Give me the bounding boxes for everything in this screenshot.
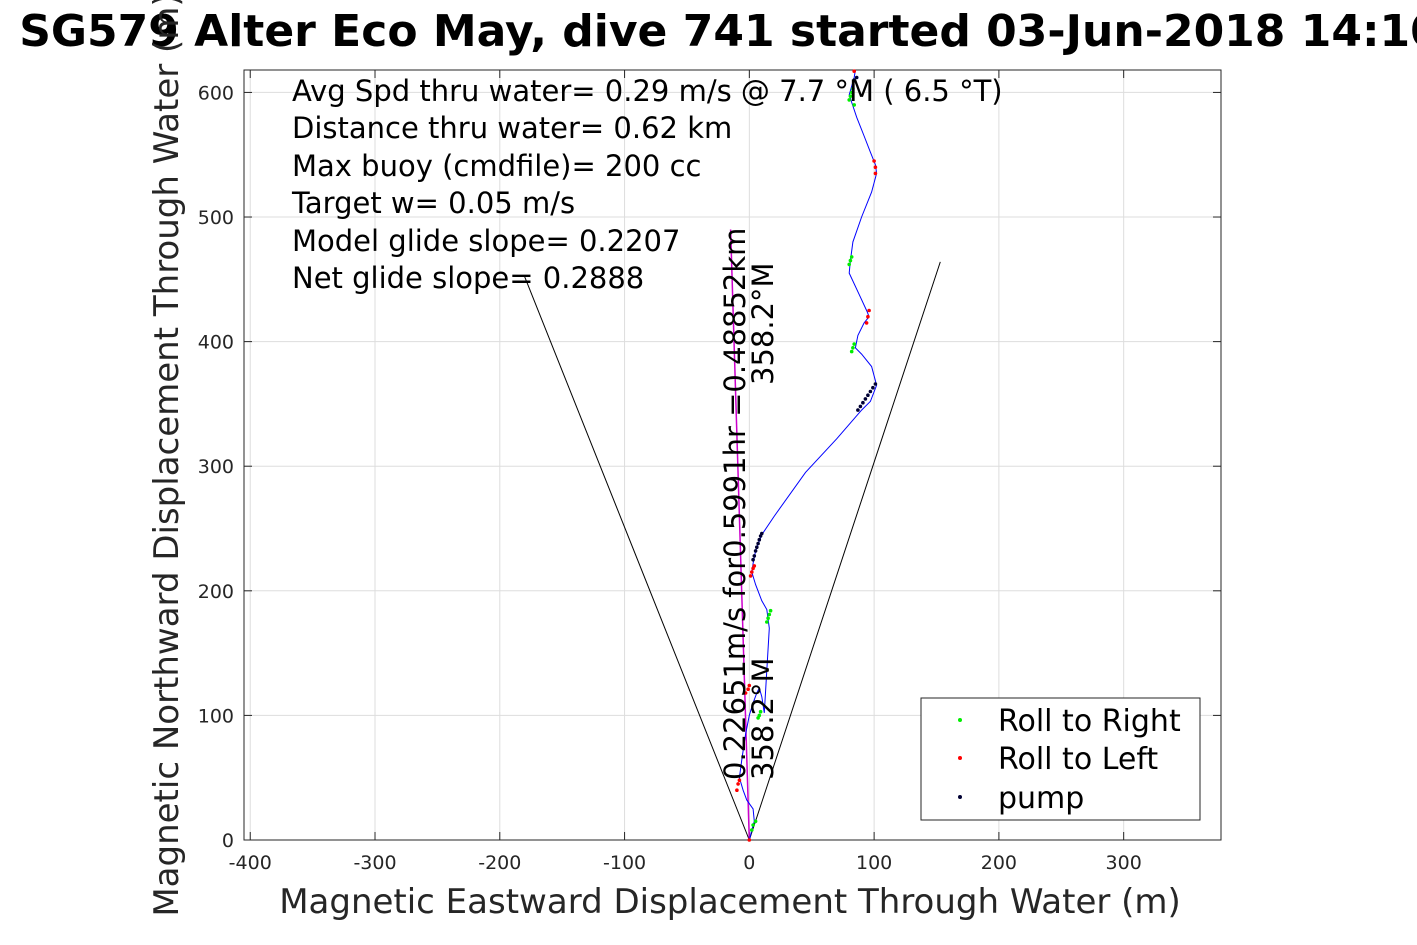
x-tick-label: -200 bbox=[478, 852, 521, 874]
roll-right-point bbox=[848, 94, 853, 98]
y-tick-label: 600 bbox=[198, 82, 234, 104]
roll-right-point bbox=[757, 713, 762, 718]
roll-left-point bbox=[747, 683, 752, 688]
roll-left-point bbox=[748, 574, 753, 578]
pump-point bbox=[751, 557, 755, 562]
legend-label-roll-right: Roll to Right bbox=[998, 704, 1181, 739]
roll-left-point bbox=[873, 171, 878, 176]
heading-annotation-speed: 0.22651m/s for0.5991hr =0.48852km bbox=[718, 228, 752, 780]
roll-left-point bbox=[736, 782, 740, 786]
legend-marker-pump bbox=[958, 795, 962, 799]
roll-left-point bbox=[746, 687, 750, 691]
pump-point bbox=[861, 400, 865, 405]
roll-right-point bbox=[849, 255, 854, 259]
roll-right-point bbox=[851, 86, 855, 91]
roll-left-point bbox=[737, 778, 742, 782]
roll-left-point bbox=[735, 788, 739, 792]
pump-point bbox=[866, 393, 870, 398]
axis-ticks: -400 -300 -200 -100 0 100 200 300 0 100 200 300 400 5… bbox=[198, 70, 1221, 874]
stat-target-w: Target w= 0.05 m/s bbox=[291, 186, 575, 220]
pump-point bbox=[873, 382, 878, 386]
roll-right-point bbox=[758, 709, 763, 714]
pump-point bbox=[756, 541, 760, 546]
roll-right-point bbox=[768, 608, 773, 613]
glide-cone-line bbox=[748, 261, 941, 841]
roll-right-point bbox=[849, 90, 854, 95]
roll-right-point bbox=[750, 828, 754, 832]
x-tick-label: 100 bbox=[856, 852, 892, 874]
heading-annotation-lower: 358.2°M bbox=[746, 657, 780, 780]
x-tick-label: -100 bbox=[603, 852, 646, 874]
roll-left-point bbox=[866, 314, 870, 319]
roll-right-point bbox=[767, 612, 772, 617]
legend-marker-roll-right bbox=[958, 718, 962, 722]
roll-left-point bbox=[872, 159, 876, 163]
legend-label-pump: pump bbox=[998, 781, 1084, 816]
pump-point bbox=[753, 549, 758, 553]
roll-right-point bbox=[847, 98, 851, 102]
pump-point bbox=[760, 531, 764, 536]
dive-stats: Avg Spd thru water= 0.29 m/s @ 7.7 °M ( … bbox=[291, 74, 1003, 295]
roll-left-point bbox=[852, 69, 856, 73]
roll-left-point bbox=[750, 570, 754, 574]
roll-right-point bbox=[852, 103, 856, 107]
pump-point bbox=[858, 404, 863, 409]
roll-right-point bbox=[765, 620, 769, 624]
roll-right-point bbox=[753, 819, 758, 824]
y-tick-label: 300 bbox=[198, 456, 234, 478]
roll-right-point bbox=[849, 349, 854, 354]
roll-left-point bbox=[867, 308, 871, 313]
pump-point bbox=[852, 78, 856, 82]
pump-point bbox=[755, 545, 759, 549]
y-axis-label: Magnetic Northward Displacement Through … bbox=[147, 0, 187, 917]
chart-title: SG579 Alter Eco May, dive 741 started 03… bbox=[19, 6, 1417, 57]
plot-area bbox=[243, 69, 1222, 841]
roll-left-point bbox=[864, 321, 869, 325]
x-tick-label: -300 bbox=[353, 852, 396, 874]
x-tick-label: 200 bbox=[981, 852, 1017, 874]
legend: Roll to Right Roll to Left pump bbox=[920, 697, 1201, 821]
track-line bbox=[738, 69, 878, 841]
x-tick-label: 0 bbox=[743, 852, 755, 874]
roll-left-point bbox=[747, 838, 752, 842]
roll-right-point bbox=[751, 823, 755, 827]
glide-cone-line bbox=[524, 276, 750, 841]
pump-point bbox=[863, 397, 868, 401]
roll-right-point bbox=[852, 342, 856, 346]
stat-net-glide-slope: Net glide slope= 0.2888 bbox=[292, 261, 644, 295]
y-tick-label: 500 bbox=[198, 207, 234, 229]
grid bbox=[244, 70, 1221, 841]
roll-left-point bbox=[752, 564, 757, 568]
legend-marker-roll-left bbox=[958, 756, 962, 760]
pump-point bbox=[871, 385, 875, 390]
roll-right-point bbox=[766, 616, 770, 620]
x-axis-label: Magnetic Eastward Displacement Through W… bbox=[279, 882, 1181, 922]
roll-left-point bbox=[743, 691, 748, 695]
roll-right-point bbox=[847, 262, 851, 267]
pump-point bbox=[868, 389, 873, 394]
pump-point bbox=[856, 408, 860, 412]
x-tick-label: -400 bbox=[229, 852, 272, 874]
y-tick-label: 400 bbox=[198, 332, 234, 354]
heading-line bbox=[729, 229, 751, 841]
stat-distance: Distance thru water= 0.62 km bbox=[292, 111, 732, 145]
y-tick-label: 200 bbox=[198, 581, 234, 603]
pump-point bbox=[854, 75, 859, 80]
legend-label-roll-left: Roll to Left bbox=[998, 742, 1158, 777]
roll-right-point bbox=[851, 346, 855, 350]
pump-point bbox=[752, 554, 757, 558]
y-tick-label: 0 bbox=[222, 830, 234, 852]
roll-right-point bbox=[848, 258, 853, 263]
x-tick-label: 300 bbox=[1106, 852, 1142, 874]
roll-left-point bbox=[873, 165, 878, 169]
stat-model-glide-slope: Model glide slope= 0.2207 bbox=[292, 224, 680, 258]
heading-annotation-upper: 358.2°M bbox=[746, 262, 780, 385]
series-layer bbox=[524, 69, 941, 842]
stat-avg-speed: Avg Spd thru water= 0.29 m/s @ 7.7 °M ( … bbox=[292, 74, 1003, 108]
y-tick-label: 100 bbox=[198, 705, 234, 727]
stat-max-buoy: Max buoy (cmdfile)= 200 cc bbox=[292, 149, 701, 183]
legend-box bbox=[920, 697, 1201, 821]
pump-point bbox=[757, 537, 762, 542]
